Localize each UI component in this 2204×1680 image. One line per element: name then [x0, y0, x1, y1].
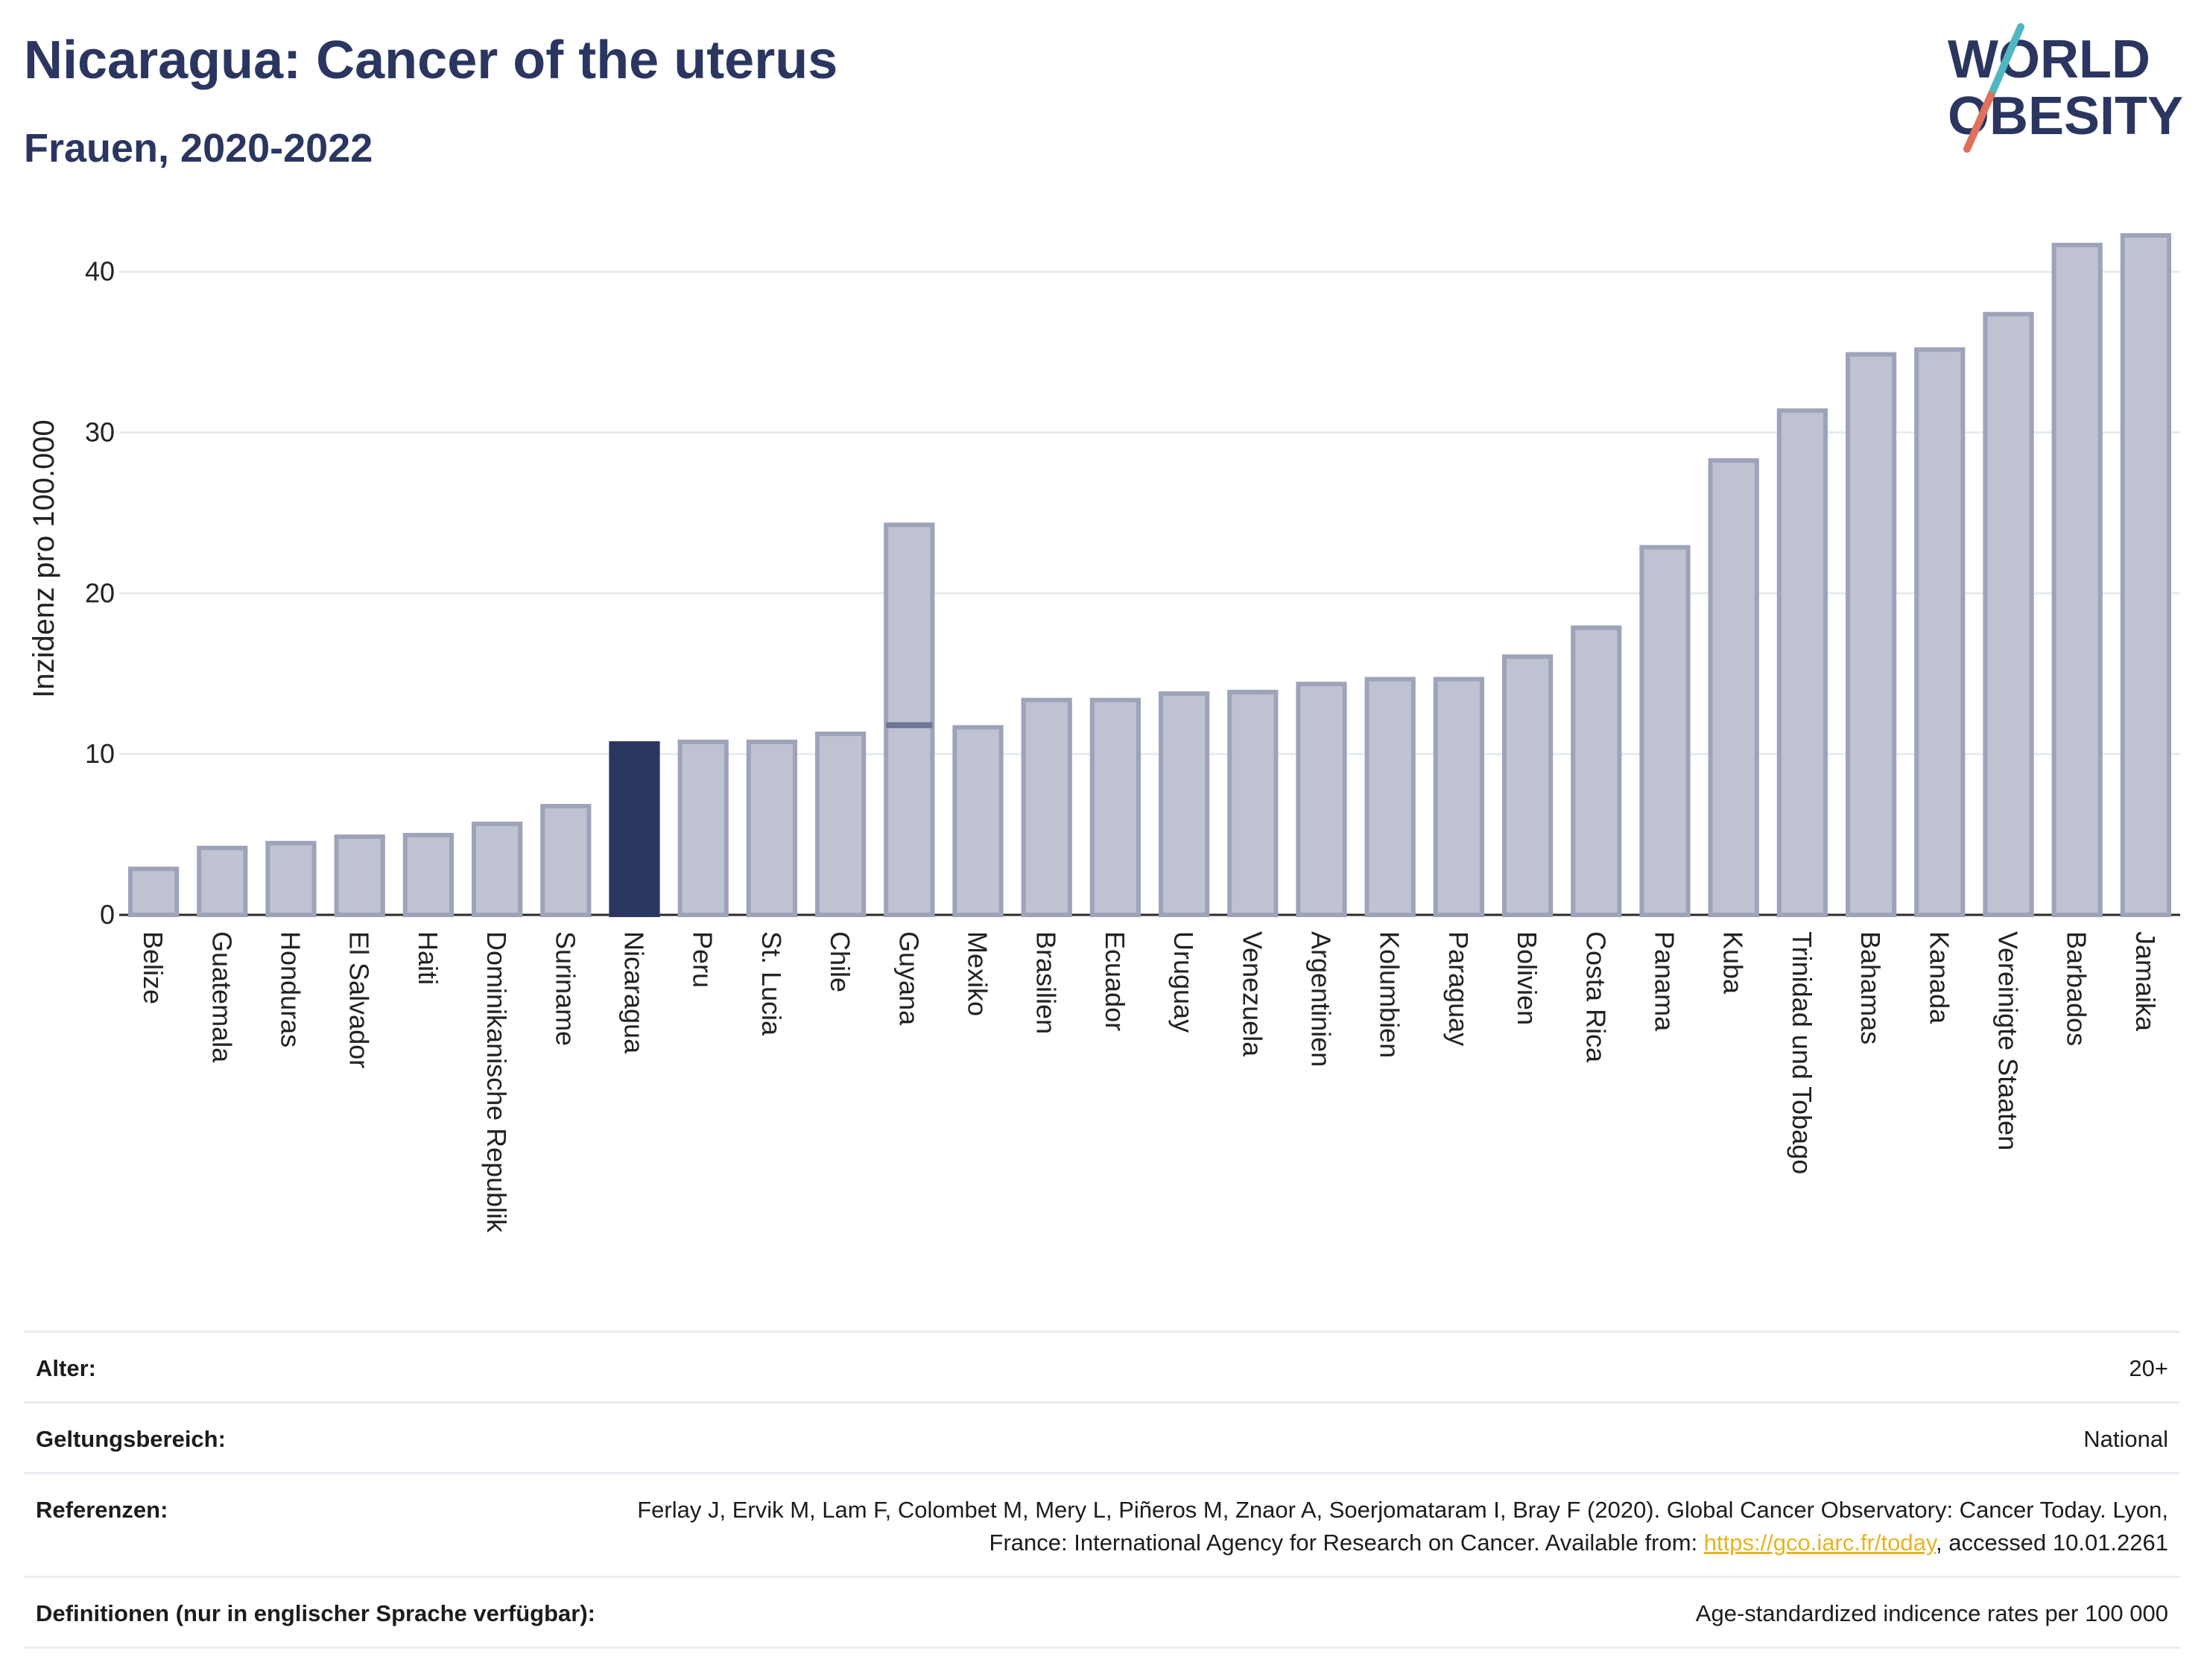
x-axis-labels: Belize Guatemala Honduras El Salvador Haiti D…: [138, 931, 2161, 1233]
bar-suriname[interactable]: [540, 804, 592, 917]
x-tick-label: Belize: [138, 931, 168, 1004]
x-tick-label: Honduras: [276, 931, 306, 1047]
meta-value: 20+: [2129, 1355, 2168, 1381]
x-tick-label: Vereinigte Staaten: [1993, 931, 2024, 1150]
bar-guatemala[interactable]: [197, 846, 248, 917]
meta-value: National: [2083, 1426, 2168, 1452]
reference-link[interactable]: https://gco.iarc.fr/today: [1703, 1530, 1937, 1556]
bar-jamaika[interactable]: [2120, 232, 2172, 917]
x-tick-label: Ecuador: [1100, 931, 1130, 1031]
world-obesity-logo: WORLD OBESITY: [1948, 23, 2183, 153]
x-tick-label: Peru: [688, 931, 718, 988]
x-tick-label: Suriname: [550, 931, 580, 1046]
meta-row-definitions: Definitionen (nur in englischer Sprache …: [24, 1576, 2180, 1649]
x-tick-label: Guyana: [893, 931, 924, 1026]
bar-chart: 0 10 20 30 40 Belize Guatemala Honduras El Salv…: [28, 232, 2180, 1233]
meta-key: Definitionen (nur in englischer Sprache …: [36, 1600, 595, 1626]
meta-row-age: Alter: 20+: [24, 1331, 2180, 1401]
chart-title: Nicaragua: Cancer of the uterus: [24, 31, 838, 90]
bar-chile[interactable]: [814, 731, 867, 918]
bar-kanada[interactable]: [1914, 347, 1966, 917]
x-tick-label: Argentinien: [1306, 931, 1337, 1067]
x-tick-label: Kolumbien: [1375, 931, 1405, 1058]
reference-text-end: , accessed 10.01.2261: [1936, 1530, 2168, 1556]
x-tick-label: Bahamas: [1855, 931, 1886, 1045]
bar-barbados[interactable]: [2051, 242, 2103, 918]
x-tick-label: Panama: [1650, 931, 1680, 1032]
y-axis-title: Inzidenz pro 100.000: [28, 419, 60, 698]
bar-nicaragua[interactable]: [609, 741, 660, 918]
bar-belize[interactable]: [127, 866, 180, 918]
x-tick-label: Dominikanische Republik: [481, 931, 512, 1233]
reference-text: Ferlay J, Ervik M, Lam F, Colombet M, Me…: [637, 1497, 2168, 1556]
bar-trinidad-und-tobago[interactable]: [1776, 408, 1828, 917]
bar-bahamas[interactable]: [1845, 352, 1897, 917]
x-tick-label: Kuba: [1718, 931, 1749, 995]
bar-ecuador[interactable]: [1089, 697, 1141, 918]
x-tick-label: Jamaika: [2130, 931, 2161, 1032]
bar-vereinigte-staaten[interactable]: [1983, 311, 2034, 917]
bar-paraguay[interactable]: [1433, 676, 1485, 917]
bar-brasilien[interactable]: [1021, 697, 1072, 918]
bar-st-lucia[interactable]: [746, 739, 798, 918]
bar-uruguay[interactable]: [1158, 691, 1210, 917]
bars: [127, 232, 2172, 918]
logo-slash-teal-icon: [1987, 23, 2024, 99]
x-tick-label: Uruguay: [1168, 931, 1199, 1033]
x-tick-label: Paraguay: [1443, 931, 1474, 1046]
y-tick-label: 30: [85, 417, 115, 448]
chart-subtitle: Frauen, 2020-2022: [24, 126, 373, 171]
meta-key: Alter:: [36, 1355, 96, 1381]
metadata-table: Alter: 20+ Geltungsbereich: National Ref…: [24, 1331, 2180, 1649]
x-tick-label: Trinidad und Tobago: [1787, 931, 1817, 1174]
bar-kuba[interactable]: [1708, 458, 1759, 917]
x-tick-label: Kanada: [1924, 931, 1954, 1024]
meta-value: Ferlay J, Ervik M, Lam F, Colombet M, Me…: [604, 1494, 2168, 1559]
bar-el-salvador[interactable]: [334, 834, 385, 917]
x-tick-label: Barbados: [2062, 931, 2092, 1046]
x-tick-label: Guatemala: [206, 931, 237, 1063]
x-tick-label: Nicaragua: [619, 931, 650, 1054]
x-tick-label: Costa Rica: [1580, 931, 1611, 1063]
meta-value: Age-standardized indicence rates per 100…: [1695, 1600, 2168, 1626]
bar-costa-rica[interactable]: [1571, 625, 1622, 918]
bar-mexiko[interactable]: [952, 725, 1004, 917]
bar-haiti[interactable]: [402, 832, 455, 918]
bar-argentinien[interactable]: [1296, 682, 1347, 917]
x-tick-label: Brasilien: [1031, 931, 1062, 1034]
x-tick-label: Mexiko: [963, 931, 993, 1016]
x-tick-label: Haiti: [413, 931, 443, 985]
meta-key: Referenzen:: [36, 1497, 168, 1523]
x-tick-label: St. Lucia: [756, 931, 787, 1036]
y-tick-label: 10: [85, 738, 115, 769]
meta-row-references: Referenzen: Ferlay J, Ervik M, Lam F, Co…: [24, 1472, 2180, 1576]
logo-slash-coral-icon: [1963, 92, 1995, 153]
x-tick-label: Venezuela: [1237, 931, 1267, 1057]
x-tick-label: El Salvador: [344, 931, 375, 1068]
bar-peru[interactable]: [677, 739, 729, 918]
y-tick-label: 40: [85, 256, 115, 287]
bar-honduras[interactable]: [265, 840, 317, 918]
meta-key: Geltungsbereich:: [36, 1426, 226, 1452]
bar-venezuela[interactable]: [1227, 689, 1279, 917]
x-tick-label: Chile: [825, 931, 855, 992]
y-tick-label: 0: [100, 899, 115, 930]
y-tick-label: 20: [85, 577, 115, 608]
y-axis-ticks: 0 10 20 30 40: [85, 256, 115, 930]
meta-row-scope: Geltungsbereich: National: [24, 1401, 2180, 1472]
bar-panama[interactable]: [1639, 545, 1691, 918]
logo-line-1: WORLD: [1948, 30, 2150, 89]
bar-guyana[interactable]: [884, 522, 935, 917]
bar-dominikanische-republik[interactable]: [471, 821, 523, 917]
bar-kolumbien[interactable]: [1364, 676, 1416, 917]
x-tick-label: Bolivien: [1512, 931, 1542, 1025]
bar-bolivien[interactable]: [1501, 654, 1554, 917]
grid-lines: [119, 270, 2180, 916]
